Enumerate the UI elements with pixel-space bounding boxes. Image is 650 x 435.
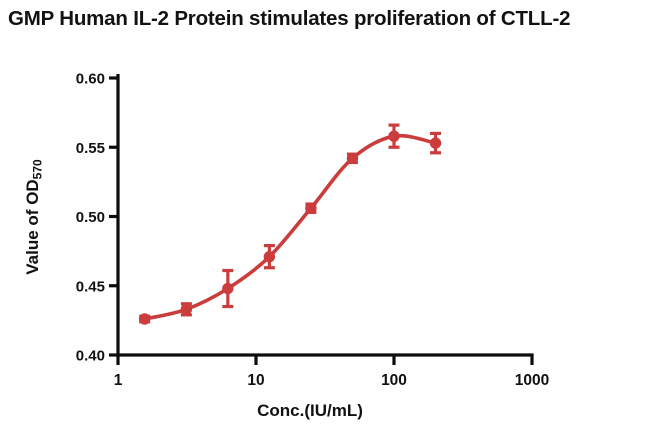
- data-point: [346, 152, 359, 165]
- data-point: [138, 313, 151, 325]
- data-point: [180, 303, 193, 315]
- data-point: [222, 282, 234, 295]
- y-tick-label: 0.55: [76, 140, 105, 157]
- x-tick-label: 100: [381, 372, 407, 389]
- data-point: [429, 137, 442, 149]
- x-tick-label: 1: [114, 372, 123, 389]
- data-point: [305, 202, 317, 214]
- y-axis-label: Value of OD570: [23, 159, 45, 275]
- data-point: [263, 250, 276, 263]
- y-tick-label: 0.60: [76, 71, 105, 88]
- chart-title: GMP Human IL-2 Protein stimulates prolif…: [8, 7, 571, 30]
- series-layer: [138, 123, 442, 325]
- fitted-curve: [142, 133, 438, 321]
- y-tick-label: 0.45: [76, 278, 105, 295]
- x-tick-label: 10: [247, 372, 264, 389]
- x-tick-label: 1000: [515, 372, 549, 389]
- y-tick-label: 0.50: [76, 209, 105, 226]
- y-tick-label: 0.40: [76, 348, 105, 365]
- axes-layer: 0.40 0.45 0.50 0.55 0.60 1 10 100 1000: [76, 71, 549, 390]
- data-point: [388, 130, 400, 142]
- x-axis-label: Conc.(IU/mL): [257, 401, 363, 420]
